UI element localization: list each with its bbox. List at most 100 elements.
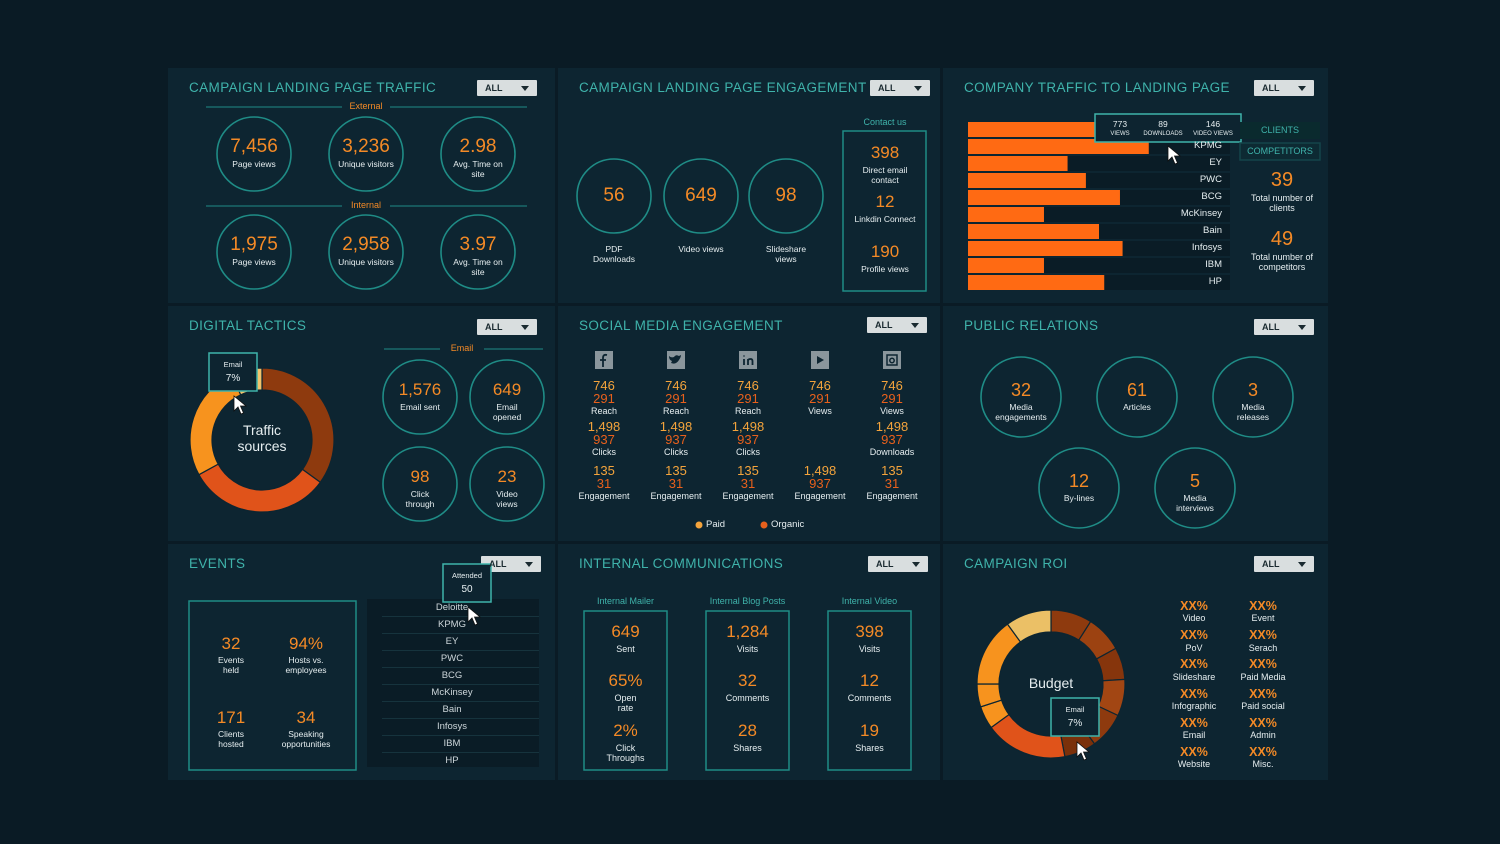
stat-label: Total number of clients [1250, 192, 1314, 214]
filter-dropdown[interactable] [870, 80, 930, 96]
filter-dropdown[interactable] [481, 556, 541, 572]
filter-label[interactable]: ALL [1262, 558, 1280, 569]
metric-label: Reach [590, 405, 617, 416]
legend-label: Slideshare [1172, 671, 1216, 682]
metric-label: Sent [616, 643, 635, 654]
legend-label[interactable]: COMPETITORS [1247, 146, 1313, 157]
organic-value: 291 [665, 390, 687, 406]
metric-label: Views [808, 405, 832, 416]
paid-value: 1,498 [875, 418, 909, 434]
contact-value: 190 [870, 242, 900, 262]
metric-label: Articles [1123, 402, 1151, 413]
legend-label: Serach [1248, 642, 1278, 653]
legend-value: XX% [1249, 657, 1277, 672]
organic-value: 31 [596, 475, 612, 491]
bar [968, 241, 1123, 256]
filter-label[interactable]: ALL [875, 319, 893, 330]
bar-label: PWC [1199, 174, 1222, 186]
paid-value: 1,498 [659, 418, 693, 434]
events-box [188, 600, 357, 771]
stat-value: 32 [221, 634, 241, 654]
panel-title: EVENTS [189, 556, 246, 572]
bar [968, 156, 1068, 171]
metric-label: Clicks [664, 446, 688, 457]
filter-label[interactable]: ALL [1262, 321, 1280, 332]
legend-label: Event [1251, 613, 1275, 624]
list-item: EY [445, 635, 459, 647]
tooltip-value: 7% [225, 373, 241, 385]
metric-label: Click Throughs [606, 742, 645, 764]
metric-ring [663, 158, 739, 234]
metric-ring [440, 116, 516, 192]
metric-label: Reach [662, 405, 689, 416]
organic-value: 937 [593, 431, 615, 447]
dropdown-arrow [1298, 325, 1306, 330]
tooltip-value: 146 [1205, 119, 1221, 130]
filter-label[interactable]: ALL [876, 558, 894, 569]
dropdown-arrow [521, 325, 529, 330]
metric-value: 649 [611, 622, 640, 642]
icon-glyph [817, 356, 824, 364]
metric-ring [1154, 447, 1236, 529]
legend-label[interactable]: CLIENTS [1260, 125, 1299, 136]
column-heading: Internal Mailer [596, 595, 655, 606]
stat-value: 171 [216, 708, 246, 728]
list-item: HP [445, 754, 459, 766]
metric-label: Media releases [1236, 402, 1270, 422]
metric-label: Shares [733, 742, 762, 753]
list-bg [367, 599, 539, 767]
paid-value: 746 [809, 377, 831, 393]
paid-value: 746 [737, 377, 759, 393]
tooltip-value: 50 [461, 584, 473, 596]
metric-ring [576, 158, 652, 234]
metric-value: 5 [1189, 470, 1200, 491]
legend-label: Admin [1250, 730, 1276, 741]
list-item: McKinsey [431, 686, 473, 698]
filter-label[interactable]: ALL [878, 82, 896, 93]
filter-dropdown[interactable] [477, 80, 537, 96]
filter-dropdown[interactable] [477, 319, 537, 335]
paid-value: 746 [593, 377, 615, 393]
filter-label[interactable]: ALL [1262, 82, 1280, 93]
tooltip [442, 563, 492, 603]
metric-value: 1,576 [398, 380, 442, 400]
metric-value: 1,284 [726, 622, 769, 642]
cursor [467, 606, 482, 626]
metric-value: 1,975 [230, 234, 278, 256]
dropdown-arrow [914, 86, 922, 91]
metric-label: Click through [405, 489, 435, 509]
filter-label[interactable]: ALL [485, 321, 503, 332]
paid-value: 135 [593, 462, 615, 478]
bar [968, 258, 1044, 273]
filter-label[interactable]: ALL [485, 82, 503, 93]
organic-value: 937 [665, 431, 687, 447]
filter-dropdown[interactable] [868, 556, 928, 572]
legend-label: Misc. [1252, 759, 1274, 770]
metric-ring [1038, 447, 1120, 529]
metric-value: 2% [613, 721, 638, 741]
metric-label: Avg. Time on site [453, 257, 503, 277]
dropdown-arrow [911, 323, 919, 328]
legend-label: PoV [1185, 642, 1203, 653]
legend-value: XX% [1180, 745, 1208, 759]
metric-label: Video views [678, 244, 724, 255]
legend-box [1240, 122, 1320, 139]
tooltip-value: 89 [1158, 119, 1168, 130]
filter-dropdown[interactable] [1254, 556, 1314, 572]
contact-label: Profile views [861, 264, 909, 275]
dropdown-arrow [912, 562, 920, 567]
filter-dropdown[interactable] [867, 317, 927, 333]
legend-value: XX% [1249, 599, 1277, 613]
stat-label: Speaking opportunities [281, 729, 331, 749]
filter-dropdown[interactable] [1254, 319, 1314, 335]
legend-label: Paid social [1241, 701, 1285, 712]
legend-label: Email [1182, 730, 1206, 741]
metric-ring [469, 359, 545, 435]
legend-value: XX% [1180, 628, 1208, 643]
metric-ring [1096, 356, 1178, 438]
filter-label[interactable]: ALL [489, 558, 507, 569]
filter-dropdown[interactable] [1254, 80, 1314, 96]
metric-ring [382, 359, 458, 435]
panel-title: DIGITAL TACTICS [189, 318, 307, 334]
metric-label: Visits [858, 643, 881, 654]
